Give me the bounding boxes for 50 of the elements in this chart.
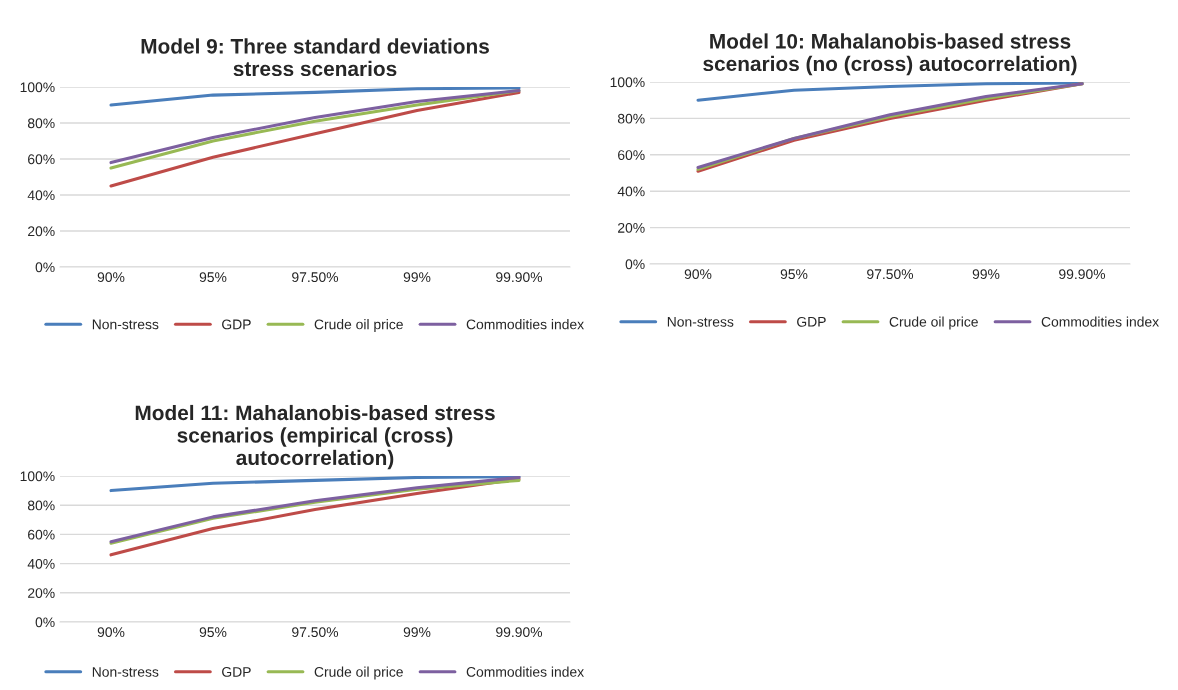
x-tick-label: 95% — [199, 627, 227, 638]
chart-title: Model 9: Three standard deviations stress scenarios — [141, 38, 489, 77]
y-tick-label: 100% — [20, 82, 55, 93]
legend-label: Non-stress — [92, 319, 159, 330]
legend-label: Crude oil price — [314, 666, 403, 680]
y-tick-label: 60% — [28, 529, 55, 540]
y-tick-label: 0% — [35, 617, 55, 628]
x-tick-label: 99.90% — [496, 627, 543, 638]
legend-label: Crude oil price — [889, 316, 978, 330]
x-tick-label: 97.50% — [292, 627, 339, 638]
x-tick-label: 90% — [684, 269, 712, 280]
x-tick-label: 99% — [972, 269, 1000, 280]
chart-title: Model 11: Mahalanobis-based stress scenarios (empirical (cross) autocorrelation) — [135, 404, 495, 470]
chart-title: Model 10: Mahalanobis-based stress scenarios (no (cross) autocorrelation) — [703, 33, 1077, 76]
y-tick-label: 80% — [27, 500, 55, 511]
legend-label: Commodities index — [466, 666, 584, 677]
legend-label: GDP — [222, 319, 251, 330]
y-tick-label: 80% — [27, 118, 55, 129]
x-tick-label: 97.50% — [867, 269, 914, 280]
x-tick-label: 97.50% — [292, 272, 339, 283]
line-series — [109, 90, 521, 188]
legend-label: Crude oil price — [314, 319, 403, 333]
y-tick-label: 0% — [35, 262, 55, 273]
y-tick-label: 40% — [27, 190, 55, 201]
y-tick-label: 20% — [28, 226, 55, 237]
legend-label: Commodities index — [466, 319, 584, 330]
x-tick-label: 99.90% — [496, 272, 543, 283]
y-tick-label: 0% — [625, 259, 645, 270]
y-tick-label: 20% — [618, 222, 645, 233]
y-tick-label: 40% — [617, 186, 645, 197]
y-tick-label: 20% — [28, 588, 55, 598]
y-tick-label: 60% — [618, 150, 645, 160]
y-tick-label: 100% — [20, 471, 55, 482]
y-tick-label: 40% — [27, 558, 55, 569]
legend-label: GDP — [222, 666, 251, 677]
x-tick-label: 99% — [403, 627, 431, 638]
line-series — [109, 87, 521, 107]
x-tick-label: 90% — [97, 272, 125, 283]
y-tick-label: 100% — [610, 77, 645, 88]
x-tick-label: 99.90% — [1059, 269, 1106, 280]
y-tick-label: 80% — [617, 113, 645, 124]
y-tick-label: 60% — [28, 154, 55, 165]
x-tick-label: 95% — [780, 269, 808, 280]
x-tick-label: 95% — [199, 272, 227, 283]
legend-label: Non-stress — [667, 317, 734, 327]
x-tick-label: 90% — [97, 627, 125, 638]
x-tick-label: 99% — [403, 272, 431, 283]
legend-label: Non-stress — [92, 667, 159, 677]
legend-label: GDP — [797, 316, 826, 327]
legend-label: Commodities index — [1041, 316, 1159, 327]
